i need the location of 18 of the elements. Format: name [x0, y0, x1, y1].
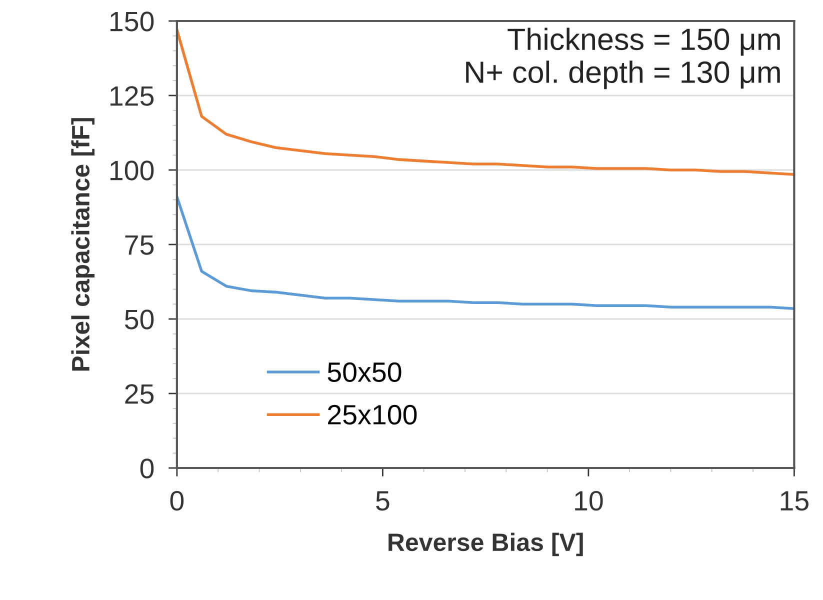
legend-label: 25x100: [328, 404, 417, 425]
y-tick-label: 50: [124, 310, 154, 330]
annotation: Thickness = 150 μm N+ col. depth = 130 μm: [466, 28, 780, 90]
y-axis-title: Pixel capacitance [fF]: [71, 118, 94, 371]
y-tick-label: 125: [110, 86, 154, 106]
y-tick-label: 150: [110, 12, 154, 32]
x-tick-label: 0: [170, 490, 184, 511]
y-tick-label: 75: [125, 235, 154, 255]
y-tick-label: 25: [125, 384, 154, 404]
y-tick-label: 100: [110, 160, 154, 180]
x-tick-label: 10: [575, 490, 603, 511]
x-tick-label: 15: [780, 491, 808, 511]
x-tick-label: 5: [376, 491, 390, 511]
line-series: [176, 195, 794, 310]
y-tick-label: 0: [140, 458, 154, 478]
line-series: [176, 28, 794, 176]
x-axis-title: Reverse Bias [V]: [388, 532, 583, 556]
legend-label: 50x50: [328, 362, 402, 382]
